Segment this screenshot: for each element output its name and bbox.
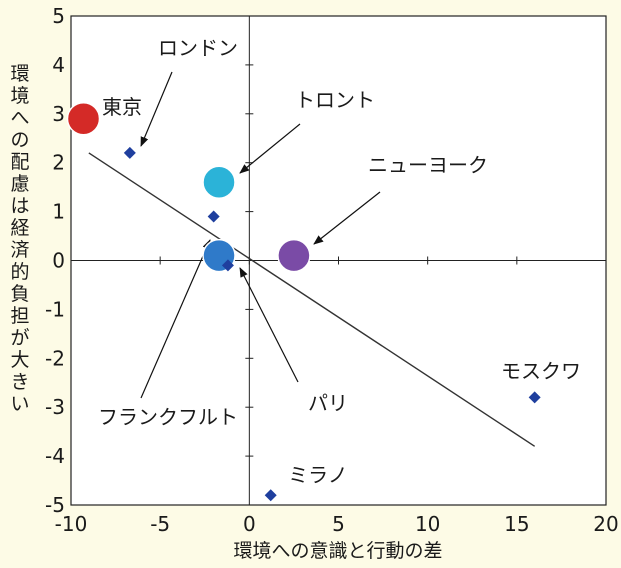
y-axis-label-char: が <box>10 327 29 349</box>
callout-arrow <box>140 71 173 147</box>
point-label: ニューヨーク <box>368 153 488 177</box>
x-tick-label: 20 <box>593 512 618 536</box>
y-axis-label-char: 済 <box>10 239 29 261</box>
y-tick-label: 4 <box>52 53 65 77</box>
x-tick-label: -10 <box>55 512 88 536</box>
point-label: モスクワ <box>501 359 581 383</box>
y-axis-label-char: 大 <box>10 349 29 371</box>
x-tick-label: 15 <box>504 512 529 536</box>
point-label: ミラノ <box>288 463 348 487</box>
callout-arrow <box>313 191 381 245</box>
x-axis-label: 環境への意識と行動の差 <box>233 540 442 562</box>
y-tick-label: -3 <box>45 395 65 419</box>
data-point-circle <box>277 238 311 273</box>
callout-arrow <box>239 123 301 174</box>
data-point-circle <box>202 165 236 200</box>
y-axis-label-char: 経 <box>10 217 29 239</box>
data-point-diamond <box>528 391 541 404</box>
y-axis-label-char: の <box>10 129 29 151</box>
x-tick-label: 0 <box>243 512 256 536</box>
point-label: トロント <box>295 88 375 112</box>
point-label: フランクフルト <box>98 405 238 429</box>
y-tick-label: -4 <box>45 444 65 468</box>
data-point-diamond <box>264 489 277 502</box>
callouts-group <box>140 71 381 399</box>
x-tick-label: -5 <box>150 512 170 536</box>
y-tick-label: -5 <box>45 493 65 517</box>
y-axis-label-char: 的 <box>10 261 29 283</box>
y-axis-label-char: へ <box>10 107 29 129</box>
point-label: 東京 <box>102 95 142 119</box>
y-axis-label-char: き <box>10 371 29 393</box>
x-tick-label: 10 <box>415 512 440 536</box>
y-axis-label-char: は <box>10 195 29 217</box>
y-axis-label-char: 境 <box>10 85 29 107</box>
callout-arrow <box>140 239 211 399</box>
data-point-circle <box>66 101 101 136</box>
trend-line <box>88 152 536 447</box>
data-point-diamond <box>221 259 234 272</box>
y-tick-label: 1 <box>52 200 65 224</box>
y-tick-label: -1 <box>45 297 65 321</box>
y-axis-label-char: 負 <box>10 283 29 305</box>
y-tick-label: 3 <box>52 102 65 126</box>
y-axis-label-char: 担 <box>10 305 29 327</box>
data-point-diamond <box>123 146 136 159</box>
y-tick-label: 2 <box>52 151 65 175</box>
point-label: パリ <box>308 391 348 415</box>
point-label: ロンドン <box>158 36 238 60</box>
data-point-diamond <box>207 210 220 223</box>
trend-line-group <box>88 152 536 447</box>
callout-arrow <box>239 267 299 383</box>
y-axis-label-char: 環 <box>10 63 29 85</box>
y-tick-label: 5 <box>52 4 65 28</box>
y-axis-label-char: 慮 <box>10 173 29 195</box>
y-tick-label: 0 <box>52 249 65 273</box>
points-group <box>66 101 541 502</box>
y-axis-label-char: 配 <box>10 151 29 173</box>
y-tick-label: -2 <box>45 346 65 370</box>
y-axis-label-char: い <box>10 393 29 415</box>
x-tick-label: 5 <box>332 512 345 536</box>
